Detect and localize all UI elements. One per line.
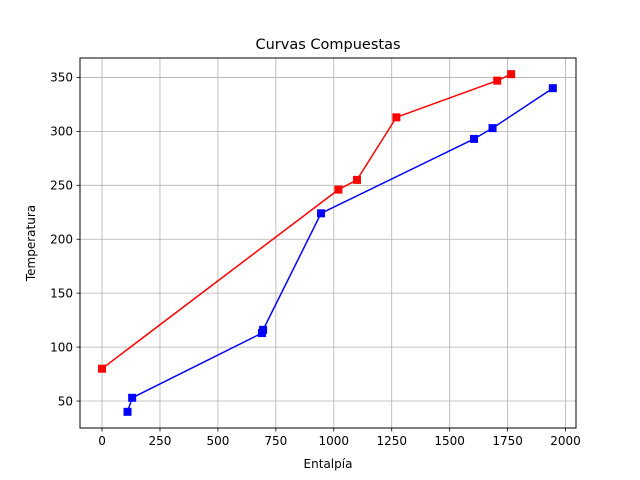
x-tick-label: 500	[206, 434, 229, 448]
x-tick-label: 1250	[376, 434, 407, 448]
x-tick-label: 250	[149, 434, 172, 448]
x-tick-label: 2000	[550, 434, 581, 448]
x-axis-title: Entalpía	[304, 457, 353, 471]
series-1-point	[493, 76, 502, 85]
y-tick-label: 300	[50, 125, 73, 139]
series-2-point	[548, 84, 557, 93]
grid	[80, 58, 576, 428]
series-2-point	[259, 325, 268, 334]
x-tick-label: 0	[98, 434, 106, 448]
x-tick-label: 1750	[492, 434, 523, 448]
x-tick-label: 750	[264, 434, 287, 448]
chart-title: Curvas Compuestas	[255, 37, 400, 53]
ticks: 0 250 500 750 1000 1250 1500 1750 2000 50 100 150 20…	[50, 71, 581, 448]
series-2-point	[470, 134, 479, 143]
series-2-point	[317, 209, 326, 218]
x-tick-label: 1000	[319, 434, 350, 448]
series-2-point	[488, 124, 497, 133]
series-1-point	[352, 175, 361, 184]
y-axis-title: Temperatura	[24, 205, 38, 282]
y-tick-label: 150	[50, 286, 73, 300]
y-tick-label: 250	[50, 179, 73, 193]
y-tick-label: 350	[50, 71, 73, 85]
y-tick-label: 50	[58, 394, 73, 408]
series-1-point	[507, 70, 516, 79]
x-tick-label: 1500	[434, 434, 465, 448]
series-2-point	[128, 393, 137, 402]
plot-frame	[79, 57, 577, 429]
series-layer	[98, 70, 557, 416]
series-1-point	[392, 113, 401, 122]
y-tick-label: 200	[50, 233, 73, 247]
series-1-point	[334, 185, 343, 194]
y-tick-label: 100	[50, 340, 73, 354]
series-2-point	[123, 407, 132, 416]
series-1-point	[98, 364, 107, 373]
